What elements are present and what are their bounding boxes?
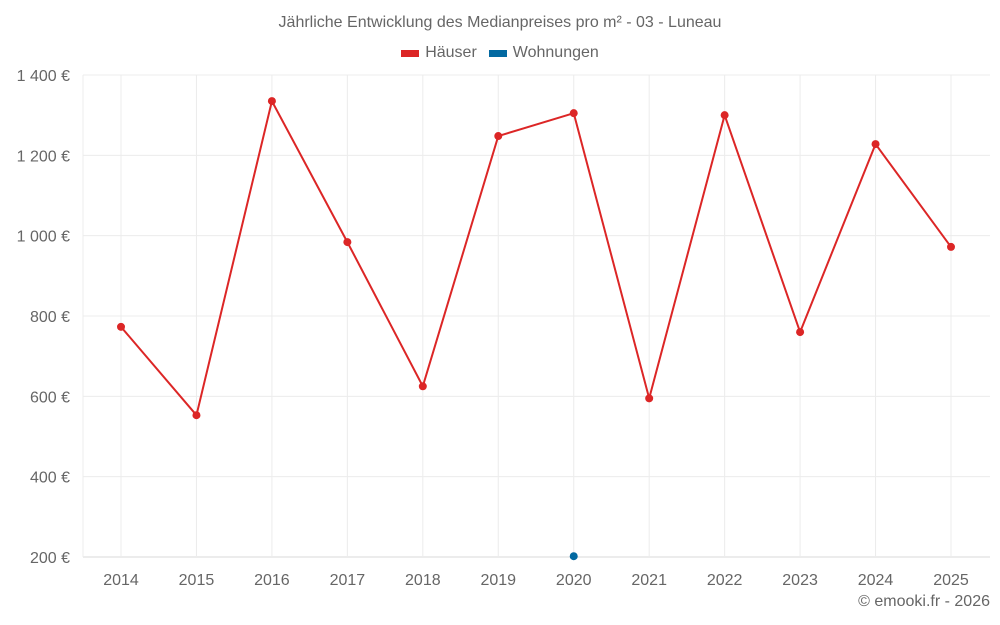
x-tick-label: 2019 (480, 572, 516, 589)
x-axis: 2014 2015 2016 2017 2018 2019 2020 2021 2022 2023… (103, 572, 969, 589)
y-tick-label: 200 € (30, 550, 70, 567)
x-tick-label: 2018 (405, 572, 441, 589)
x-tick-label: 2020 (556, 572, 592, 589)
y-tick-label: 1 000 € (17, 229, 70, 246)
data-point[interactable] (494, 132, 503, 141)
x-tick-label: 2023 (782, 572, 818, 589)
y-tick-label: 1 400 € (17, 68, 70, 85)
legend-item-haeuser[interactable]: Häuser (401, 44, 477, 62)
data-point[interactable] (418, 382, 427, 391)
y-axis: 200 € 400 € 600 € 800 € 1 000 € 1 200 € 1 400 … (17, 68, 70, 567)
data-point[interactable] (720, 111, 729, 120)
x-tick-label: 2024 (858, 572, 894, 589)
legend-label-wohnungen: Wohnungen (512, 44, 599, 61)
data-point[interactable] (569, 109, 578, 118)
y-tick-label: 600 € (30, 389, 70, 406)
data-point[interactable] (117, 322, 125, 331)
x-tick-label: 2022 (707, 572, 743, 589)
legend-item-wohnungen[interactable]: Wohnungen (488, 44, 599, 62)
x-tick-label: 2014 (103, 572, 139, 589)
data-point[interactable] (947, 242, 955, 251)
x-tick-label: 2016 (254, 572, 290, 589)
chart-legend: Häuser Wohnungen (0, 44, 1000, 62)
data-point[interactable] (343, 238, 352, 247)
data-point[interactable] (645, 394, 654, 403)
data-point[interactable] (267, 97, 276, 106)
series-line-häuser (120, 100, 952, 417)
data-series (117, 97, 955, 561)
wohnungen-swatch-icon (488, 49, 507, 57)
grid-lines (82, 74, 990, 558)
haeuser-swatch-icon (401, 49, 420, 57)
y-tick-label: 800 € (30, 309, 70, 326)
data-point[interactable] (192, 411, 201, 420)
data-point[interactable] (796, 328, 805, 337)
x-tick-label: 2021 (631, 572, 667, 589)
legend-label-haeuser: Häuser (425, 44, 477, 61)
copyright-credit: © emooki.fr - 2026 (858, 593, 990, 610)
x-tick-label: 2017 (330, 572, 366, 589)
data-point[interactable] (569, 552, 578, 561)
data-point[interactable] (871, 140, 880, 149)
y-tick-label: 1 200 € (17, 148, 70, 165)
x-tick-label: 2025 (933, 572, 969, 589)
chart-title: Jährliche Entwicklung des Medianpreises … (278, 14, 722, 31)
y-tick-label: 400 € (30, 470, 70, 487)
x-tick-label: 2015 (179, 572, 215, 589)
